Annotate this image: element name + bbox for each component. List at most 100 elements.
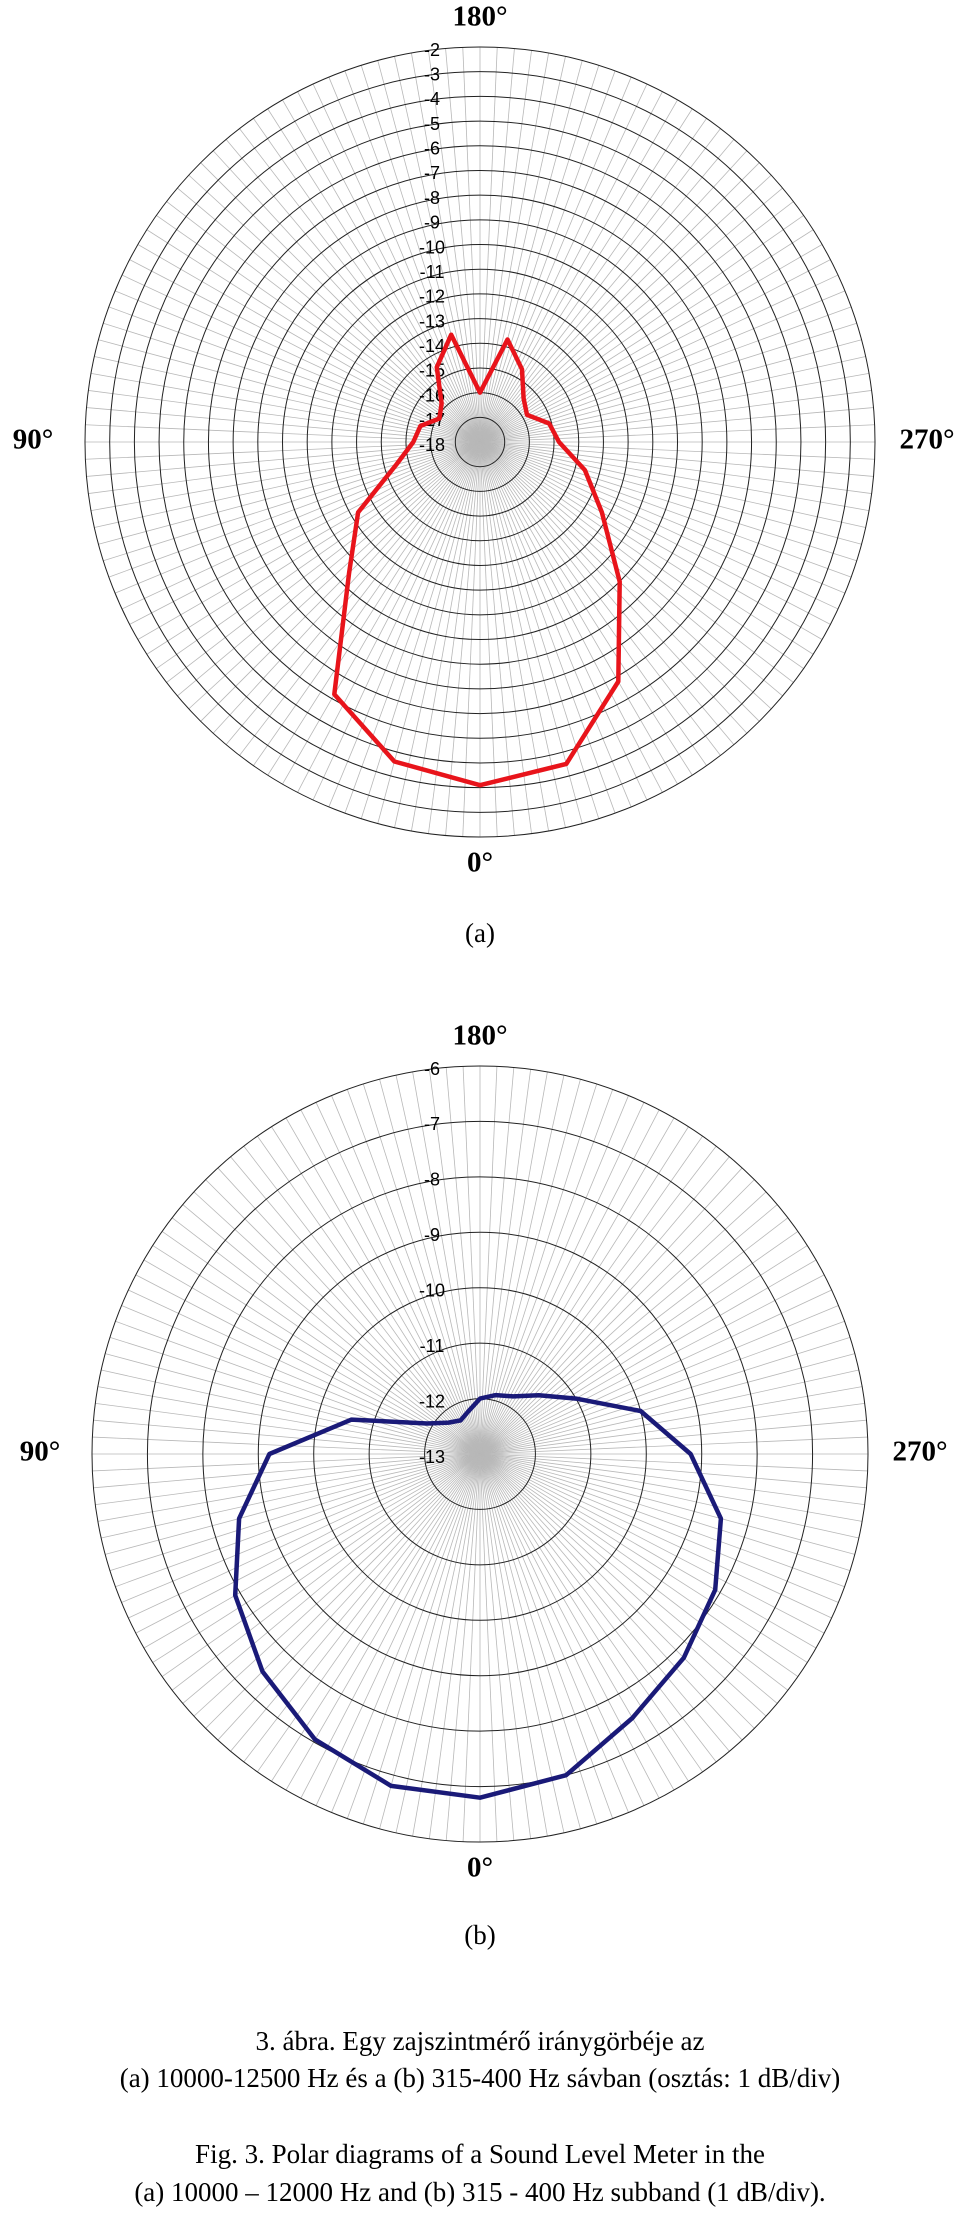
spoke	[428, 1453, 481, 1839]
theta-tick-label: 90°	[20, 1436, 61, 1468]
spoke	[462, 1453, 481, 1842]
caption-line: Fig. 3. Polar diagrams of a Sound Level …	[195, 2139, 765, 2169]
polar-plot: -6 -7 -8 -9 -10 -11 -12 -13 180° 90° 270° 0° (b)	[20, 1020, 948, 1951]
spoke	[285, 1453, 481, 1791]
spoke	[479, 1453, 817, 1649]
spoke	[331, 1453, 481, 1813]
r-tick-label: -6	[424, 1059, 440, 1079]
spoke	[479, 1453, 868, 1472]
grid-ring	[313, 1287, 647, 1621]
spoke	[479, 1075, 565, 1455]
r-tick-label: -12	[419, 1391, 445, 1411]
spoke	[479, 1453, 839, 1603]
spoke	[121, 1305, 481, 1455]
spoke	[362, 1083, 481, 1455]
spoke	[479, 1453, 703, 1773]
spoke	[257, 1135, 481, 1455]
spoke	[161, 1453, 481, 1677]
spoke	[479, 1231, 799, 1455]
panel-label: (a)	[465, 918, 495, 948]
spoke	[479, 1336, 851, 1455]
spoke	[479, 1453, 498, 1842]
spoke	[479, 1453, 629, 1813]
spoke	[109, 1453, 481, 1572]
r-tick-label: -4	[424, 89, 440, 109]
spoke	[479, 1453, 825, 1634]
spoke	[479, 1102, 645, 1455]
grid-ring	[356, 318, 604, 566]
spoke	[479, 1453, 598, 1825]
r-tick-label: -11	[420, 1336, 445, 1356]
spoke	[479, 1259, 817, 1455]
spoke	[479, 1204, 778, 1455]
spoke	[479, 1305, 839, 1455]
spoke	[105, 1353, 481, 1455]
spoke	[479, 1453, 855, 1555]
spoke	[193, 1453, 481, 1717]
spoke	[479, 1066, 498, 1455]
theta-tick-label: 0°	[467, 1852, 493, 1884]
spoke	[230, 1453, 481, 1752]
grid-ring	[91, 1065, 869, 1843]
polar-plot: -2-3-4-5-6-7-8-9-10-11-12-13-14-15-16-17…	[13, 1, 955, 949]
spoke	[128, 1453, 481, 1619]
spoke	[479, 1095, 629, 1455]
theta-tick-label: 270°	[899, 424, 954, 456]
grid-ring	[84, 46, 876, 838]
spoke	[412, 1071, 481, 1455]
spoke	[182, 1204, 481, 1455]
spoke	[479, 1453, 755, 1729]
spoke	[101, 1369, 481, 1455]
spoke	[479, 1453, 660, 1799]
grid-ring	[454, 416, 506, 468]
spoke	[479, 1069, 532, 1455]
spoke	[128, 1289, 481, 1455]
spoke	[479, 1386, 863, 1455]
spoke	[395, 1453, 481, 1833]
series-line	[332, 332, 622, 788]
grid-ring	[257, 1231, 703, 1677]
r-tick-label: -2	[424, 40, 440, 60]
spoke	[271, 1126, 481, 1455]
spoke	[479, 1274, 825, 1455]
r-tick-label: -11	[420, 262, 445, 282]
grid-ring	[380, 342, 580, 542]
spoke	[479, 1453, 532, 1839]
spoke	[92, 1453, 481, 1472]
spoke	[135, 1453, 481, 1634]
spoke	[362, 1453, 481, 1825]
spoke	[479, 1453, 808, 1663]
r-tick-label: -10	[419, 237, 445, 257]
spoke	[161, 1231, 481, 1455]
r-tick-label: -5	[424, 114, 440, 134]
spoke	[95, 1453, 481, 1506]
spoke	[315, 1102, 481, 1455]
r-tick-label: -9	[424, 1225, 440, 1245]
spoke	[285, 1117, 481, 1455]
spoke	[93, 1453, 481, 1489]
spoke	[479, 1453, 565, 1833]
grid-ring	[146, 1120, 814, 1788]
spoke	[121, 1453, 481, 1603]
spoke	[479, 1453, 851, 1572]
spoke	[479, 1453, 832, 1619]
spoke	[479, 1145, 717, 1455]
spoke	[479, 1289, 832, 1455]
spoke	[479, 1453, 717, 1763]
spoke	[346, 1453, 481, 1819]
spoke	[479, 1453, 789, 1691]
spoke	[479, 1167, 743, 1455]
spoke	[193, 1191, 481, 1455]
spoke	[479, 1453, 767, 1717]
theta-tick-label: 180°	[452, 1, 507, 33]
spoke	[479, 1453, 645, 1806]
grid-ring	[158, 120, 802, 764]
spoke	[243, 1145, 481, 1455]
spoke	[300, 1109, 481, 1455]
spoke	[379, 1453, 481, 1829]
spoke	[479, 1453, 730, 1752]
spoke	[479, 1453, 581, 1829]
caption-line: (a) 10000 – 12000 Hz and (b) 315 - 400 H…	[134, 2177, 825, 2207]
r-tick-label: -13	[419, 1447, 445, 1467]
